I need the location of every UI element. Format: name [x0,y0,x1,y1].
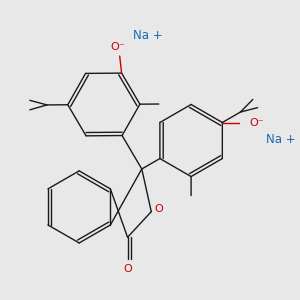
Text: Na +: Na + [266,133,296,146]
Text: O: O [123,264,132,274]
Text: Na +: Na + [134,29,163,42]
Text: O⁻: O⁻ [110,41,125,52]
Text: O: O [154,204,163,214]
Text: O⁻: O⁻ [249,118,263,128]
